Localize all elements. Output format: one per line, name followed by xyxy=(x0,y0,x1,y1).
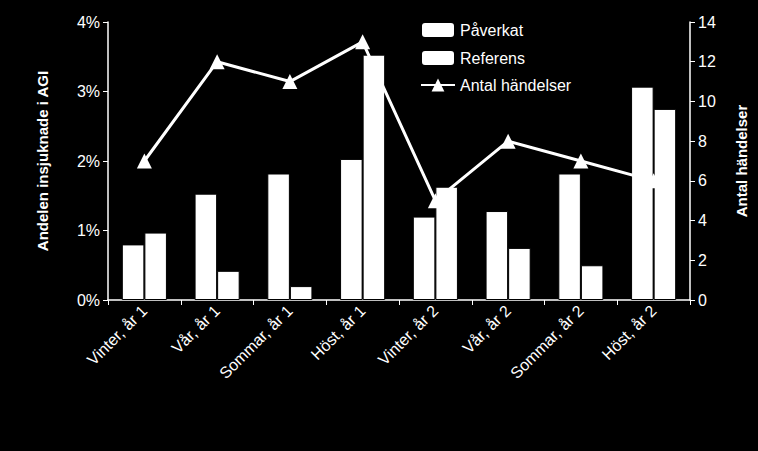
svg-text:Antal händelser: Antal händelser xyxy=(460,77,572,94)
svg-text:3%: 3% xyxy=(77,83,100,100)
svg-text:0: 0 xyxy=(698,292,707,309)
svg-text:Påverkat: Påverkat xyxy=(460,22,524,39)
svg-text:Vår, år 1: Vår, år 1 xyxy=(168,302,223,357)
svg-text:Vinter, år 2: Vinter, år 2 xyxy=(375,302,442,369)
svg-text:1%: 1% xyxy=(77,222,100,239)
svg-text:4: 4 xyxy=(698,212,707,229)
svg-text:12: 12 xyxy=(698,53,716,70)
svg-text:Andelen insjuknade i AGI: Andelen insjuknade i AGI xyxy=(34,71,51,251)
svg-text:Höst, år 2: Höst, år 2 xyxy=(599,302,660,363)
svg-text:Sommar, år 2: Sommar, år 2 xyxy=(507,302,587,382)
svg-text:6: 6 xyxy=(698,172,707,189)
svg-text:Vinter, år 1: Vinter, år 1 xyxy=(84,302,151,369)
svg-text:8: 8 xyxy=(698,133,707,150)
svg-text:0%: 0% xyxy=(77,292,100,309)
svg-text:14: 14 xyxy=(698,14,716,31)
svg-text:2: 2 xyxy=(698,252,707,269)
svg-text:4%: 4% xyxy=(77,14,100,31)
svg-text:Sommar, år 1: Sommar, år 1 xyxy=(216,302,296,382)
svg-text:Referens: Referens xyxy=(460,50,525,67)
svg-text:Vår, år 2: Vår, år 2 xyxy=(459,302,514,357)
svg-text:10: 10 xyxy=(698,93,716,110)
svg-text:Höst, år 1: Höst, år 1 xyxy=(308,302,369,363)
svg-text:Antal händelser: Antal händelser xyxy=(733,105,750,218)
svg-text:2%: 2% xyxy=(77,153,100,170)
